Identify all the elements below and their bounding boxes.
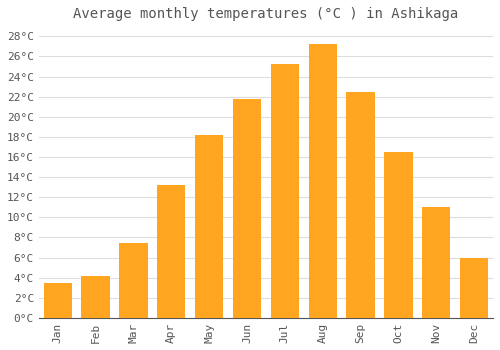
Title: Average monthly temperatures (°C ) in Ashikaga: Average monthly temperatures (°C ) in As… [74,7,458,21]
Bar [119,243,148,318]
Bar [422,207,450,318]
Bar [308,44,337,318]
Bar [82,276,110,318]
Bar [384,152,412,318]
Bar [44,283,72,318]
Bar [346,92,375,318]
Bar [460,258,488,318]
Bar [270,64,299,318]
Bar [195,135,224,318]
Bar [157,185,186,318]
Bar [233,99,261,318]
